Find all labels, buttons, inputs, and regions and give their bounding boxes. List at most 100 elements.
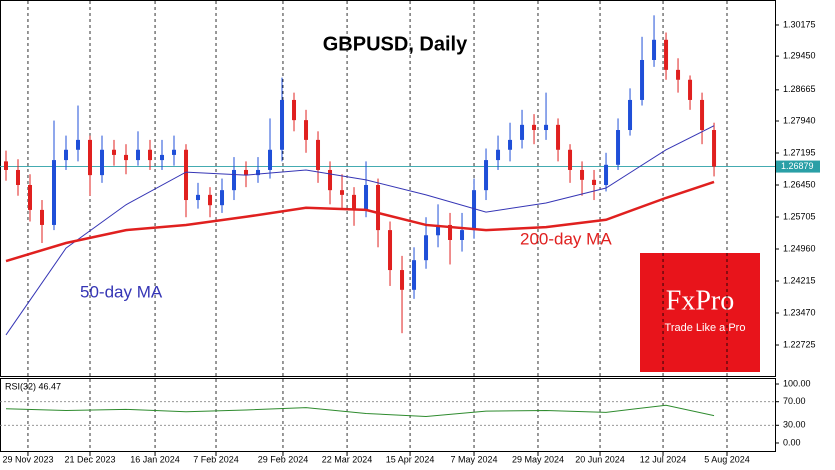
candle-body [556,124,561,150]
candle-body [400,270,405,290]
candle-body [124,154,129,161]
candle-body [616,130,621,165]
main-panel [0,0,776,377]
candle-body [520,124,525,140]
candle-body [292,99,297,121]
y-tick-label: 1.27940 [783,115,816,125]
candle-body [448,224,453,240]
y-tick-label: 1.27195 [783,147,816,157]
candle-body [388,230,393,271]
logo-tagline: Trade Like a Pro [665,322,746,334]
indicator-panel [0,378,776,452]
candle-body [376,184,381,231]
candle-body [316,139,321,170]
candle-body [580,169,585,180]
candle-body [16,169,21,185]
x-tick-label: 7 May 2024 [451,454,498,464]
x-tick-label: 15 Apr 2024 [386,454,435,464]
y-tick-label: 1.30175 [783,19,816,29]
candle-body [592,179,597,185]
indicator-tick-label: 30.00 [783,420,806,430]
candle-body [172,149,177,155]
candle-body [604,164,609,185]
candle-body [268,149,273,170]
candle-body [532,124,537,131]
candle-body [304,120,309,140]
candle-body [712,130,717,167]
indicator-label: RSI(32) 46.47 [5,381,61,391]
candle-body [76,139,81,150]
x-tick-label: 7 Feb 2024 [193,454,239,464]
candle-body [232,169,237,191]
x-tick-label: 22 Mar 2024 [322,454,373,464]
candle-body [100,149,105,176]
series-label: 50-day MA [80,282,163,301]
candle-body [328,169,333,191]
x-tick-label: 29 Nov 2023 [2,454,53,464]
y-tick-label: 1.24215 [783,275,816,285]
indicator-tick-label: 70.00 [783,396,806,406]
candle-body [472,190,477,231]
candle-body [88,139,93,176]
candle-body [208,194,213,206]
candle-body [676,69,681,80]
x-tick-label: 5 Aug 2024 [704,454,750,464]
y-tick-label: 1.23470 [783,307,816,317]
candle-body [136,149,141,161]
candle-body [352,194,357,210]
x-tick-label: 29 May 2024 [512,454,564,464]
candle-body [484,160,489,191]
series-label: 200-day MA [520,229,612,248]
y-tick-label: 1.28665 [783,84,816,94]
candle-body [496,149,501,161]
y-tick-label: 1.25705 [783,211,816,221]
candle-body [220,190,225,206]
x-tick-label: 20 Jun 2024 [575,454,625,464]
candle-body [652,39,657,60]
candle-body [160,154,165,161]
candle-body [280,99,285,150]
candle-body [364,184,369,210]
logo-name: FxPro [666,285,734,316]
candle-body [688,79,693,100]
x-tick-label: 21 Dec 2023 [64,454,115,464]
logo-box [640,253,760,372]
x-tick-label: 12 Jul 2024 [640,454,687,464]
ma-line [5,180,715,263]
candle-body [568,149,573,170]
last-price-tag [776,160,820,173]
candle-body [436,224,441,236]
candle-body [184,149,189,201]
candle-body [700,99,705,131]
x-tick-label: 29 Feb 2024 [258,454,309,464]
candle-body [4,161,9,170]
candle-body [460,230,465,240]
candle-body [664,39,669,70]
candle-body [196,194,201,201]
indicator-tick-label: 100.00 [783,378,811,388]
indicator-line [5,404,715,417]
candle-body [424,235,429,261]
candle-body [244,169,249,176]
last-price-label: 1.26879 [781,161,814,171]
y-tick-label: 1.26450 [783,179,816,189]
chart-title: GBPUSD, Daily [323,33,468,55]
candle-body [148,149,153,161]
candle-body [640,59,645,100]
candle-body [28,184,33,210]
candle-body [412,260,417,290]
candle-body [112,149,117,155]
y-tick-label: 1.24960 [783,243,816,253]
candle-body [544,124,549,131]
x-tick-label: 16 Jan 2024 [130,454,180,464]
candle-body [64,149,69,161]
ma-line [5,125,715,336]
candle-body [340,190,345,195]
candle-body [628,99,633,131]
y-tick-label: 1.29450 [783,51,816,61]
candle-body [256,169,261,176]
candle-body [40,209,45,225]
candle-body [508,139,513,150]
indicator-tick-label: 0.00 [783,437,801,447]
